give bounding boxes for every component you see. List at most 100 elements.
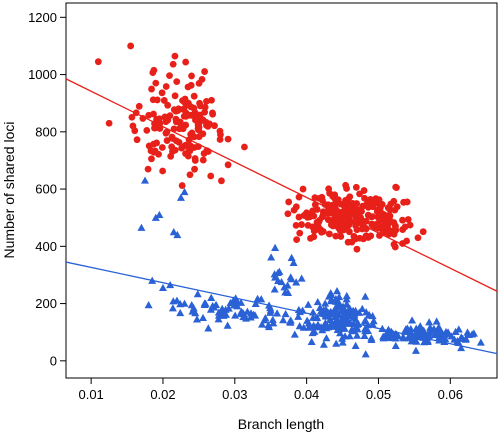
- data-point: [171, 146, 179, 154]
- data-point: [175, 125, 183, 133]
- data-point: [310, 212, 318, 220]
- data-point: [258, 320, 267, 328]
- x-axis: 0.01 0.02 0.03 0.04 0.05 0.06: [78, 378, 463, 402]
- data-point: [332, 339, 341, 347]
- data-point: [434, 323, 443, 331]
- data-point: [341, 313, 350, 321]
- data-point: [186, 146, 194, 153]
- data-point: [419, 228, 427, 236]
- data-point: [439, 332, 448, 341]
- data-point: [172, 118, 180, 126]
- data-point: [199, 130, 207, 138]
- x-tick-label: 0.06: [438, 387, 463, 402]
- data-point: [342, 300, 351, 308]
- data-point: [158, 283, 167, 292]
- data-point: [144, 301, 153, 309]
- data-point: [275, 267, 284, 275]
- data-point: [429, 324, 438, 332]
- data-point: [188, 129, 196, 137]
- data-point: [399, 216, 406, 224]
- data-point: [266, 303, 275, 312]
- data-point: [379, 216, 387, 224]
- data-point: [331, 193, 339, 201]
- data-point: [129, 122, 137, 130]
- data-point: [270, 285, 279, 293]
- data-point: [172, 107, 180, 115]
- data-point: [332, 232, 340, 240]
- data-point: [476, 338, 485, 346]
- data-point: [316, 216, 323, 224]
- data-point: [367, 334, 376, 342]
- data-point: [149, 69, 157, 77]
- data-point: [224, 135, 232, 143]
- data-point: [268, 315, 277, 324]
- y-axis: 0 200 400 600 800 1000 1200: [28, 10, 66, 368]
- data-point: [393, 203, 401, 211]
- data-point: [141, 176, 150, 184]
- data-point: [150, 140, 157, 148]
- data-point: [271, 273, 280, 281]
- data-point: [349, 327, 358, 335]
- data-point: [325, 185, 333, 193]
- data-point: [360, 187, 368, 194]
- data-point: [361, 350, 370, 358]
- data-point: [390, 241, 398, 248]
- data-point: [353, 245, 361, 253]
- y-tick-label: 0: [50, 353, 57, 368]
- data-point: [379, 332, 388, 340]
- data-point: [266, 308, 275, 316]
- data-point: [265, 322, 274, 331]
- data-point: [369, 222, 377, 230]
- data-point: [94, 58, 102, 66]
- data-point: [185, 111, 193, 119]
- data-point: [390, 230, 398, 238]
- data-point: [135, 102, 143, 110]
- data-point: [191, 155, 199, 162]
- data-point: [299, 185, 307, 193]
- data-point: [356, 215, 363, 223]
- data-point: [144, 165, 152, 173]
- data-point: [303, 316, 312, 324]
- data-point: [310, 327, 319, 335]
- data-point: [163, 137, 171, 144]
- fit-lines: [65, 78, 498, 355]
- data-point: [360, 331, 369, 340]
- data-point: [319, 211, 327, 218]
- data-point: [342, 291, 351, 300]
- data-point: [164, 101, 172, 109]
- data-point: [404, 216, 412, 223]
- y-axis-title: Number of shared loci: [1, 122, 17, 259]
- data-point: [273, 309, 282, 317]
- data-point: [194, 125, 202, 133]
- data-point: [279, 316, 288, 324]
- data-point: [241, 143, 248, 151]
- data-point: [318, 326, 327, 334]
- data-point: [327, 291, 336, 299]
- y-tick-label: 600: [35, 182, 57, 197]
- fit-line: [65, 261, 498, 355]
- data-point: [327, 297, 336, 305]
- data-point: [342, 181, 350, 189]
- data-point: [344, 238, 352, 246]
- data-point: [178, 182, 186, 189]
- data-point: [287, 275, 296, 283]
- data-point: [203, 97, 210, 105]
- data-point: [304, 213, 311, 221]
- data-point: [216, 136, 224, 143]
- y-tick-label: 400: [35, 239, 57, 254]
- data-point: [388, 333, 397, 342]
- data-point: [168, 304, 177, 312]
- data-point: [416, 324, 425, 333]
- data-point: [325, 230, 333, 238]
- data-point: [307, 337, 316, 346]
- data-point: [294, 312, 303, 320]
- data-point: [319, 340, 328, 348]
- data-point: [153, 96, 161, 104]
- data-point: [171, 52, 179, 60]
- data-point: [128, 113, 136, 121]
- red-series: [94, 42, 427, 253]
- data-point: [211, 122, 218, 130]
- data-point: [284, 210, 292, 218]
- data-point: [285, 198, 293, 206]
- data-point: [133, 136, 141, 144]
